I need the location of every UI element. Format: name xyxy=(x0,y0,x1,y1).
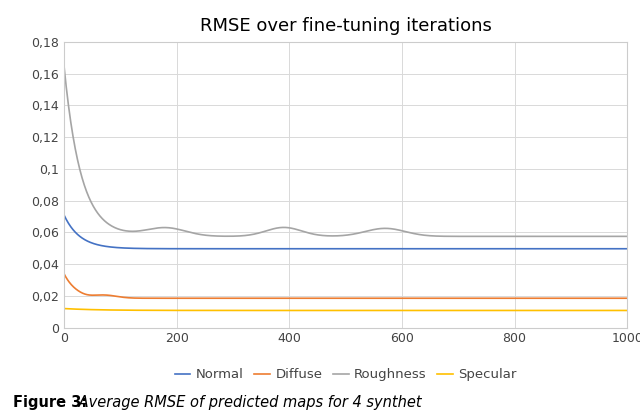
Normal xyxy=(623,246,631,251)
Diffuse xyxy=(499,296,507,301)
Diffuse xyxy=(288,296,296,301)
Diffuse xyxy=(308,296,316,301)
Specular xyxy=(118,307,125,312)
Normal xyxy=(616,246,624,251)
Specular xyxy=(308,308,316,313)
Diffuse xyxy=(60,271,68,276)
Text: Average RMSE of predicted maps for 4 synthet: Average RMSE of predicted maps for 4 syn… xyxy=(74,394,421,410)
Normal xyxy=(288,246,296,251)
Roughness xyxy=(118,228,125,233)
Roughness xyxy=(509,234,517,239)
Title: RMSE over fine-tuning iterations: RMSE over fine-tuning iterations xyxy=(200,17,492,35)
Specular xyxy=(623,308,631,313)
Normal xyxy=(509,246,517,251)
Roughness xyxy=(288,226,296,231)
Specular xyxy=(60,306,68,311)
Diffuse xyxy=(509,296,517,301)
Line: Roughness: Roughness xyxy=(64,66,627,236)
Roughness xyxy=(499,234,507,239)
Legend: Normal, Diffuse, Roughness, Specular: Normal, Diffuse, Roughness, Specular xyxy=(175,368,516,381)
Specular xyxy=(499,308,507,313)
Line: Specular: Specular xyxy=(64,309,627,310)
Normal xyxy=(308,246,316,251)
Specular xyxy=(288,308,296,313)
Normal xyxy=(60,213,68,218)
Normal xyxy=(499,246,507,251)
Roughness xyxy=(447,234,454,239)
Normal xyxy=(447,246,454,251)
Text: Figure 3:: Figure 3: xyxy=(13,394,87,410)
Roughness xyxy=(60,63,68,68)
Diffuse xyxy=(118,294,125,299)
Diffuse xyxy=(516,296,524,301)
Diffuse xyxy=(623,296,631,301)
Normal xyxy=(118,245,125,250)
Roughness xyxy=(623,234,631,239)
Specular xyxy=(509,308,517,313)
Specular xyxy=(447,308,454,313)
Line: Diffuse: Diffuse xyxy=(64,274,627,298)
Roughness xyxy=(308,231,316,236)
Diffuse xyxy=(447,296,454,301)
Line: Normal: Normal xyxy=(64,215,627,249)
